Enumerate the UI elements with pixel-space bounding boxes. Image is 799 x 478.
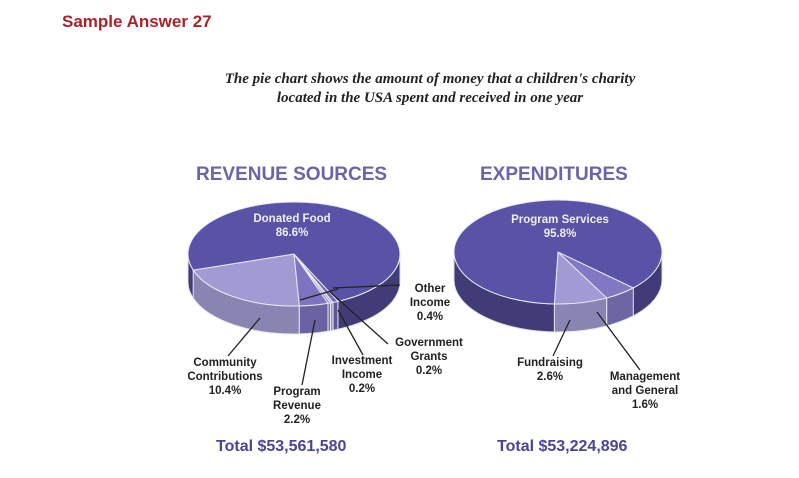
- label-investment-income: Investment Income 0.2%: [331, 355, 393, 395]
- revenue-total: Total $53,561,580: [216, 438, 347, 455]
- leader-management-general: [596, 311, 641, 371]
- expenditures-title: EXPENDITURES: [480, 164, 628, 185]
- label-other-income: Other Income 0.4%: [409, 283, 451, 323]
- pie-slice-donated-food: [187, 201, 401, 302]
- label-community-contributions: Community Contributions 10.4%: [187, 357, 263, 397]
- label-fundraising: Fundraising 2.6%: [517, 357, 583, 383]
- chart-caption: The pie chart shows the amount of money …: [150, 70, 710, 108]
- leader-other-income: [299, 288, 339, 301]
- pie-slice-community-contributions: [192, 253, 300, 307]
- pie-slice-program-services: [453, 199, 663, 305]
- leader-program-revenue: [301, 319, 316, 386]
- pie-side-other-income: [332, 300, 339, 331]
- expenditures-total: Total $53,224,896: [497, 438, 628, 455]
- sample-answer-heading: Sample Answer 27: [62, 12, 212, 31]
- label-government-grants: Government Grants 0.2%: [395, 337, 463, 377]
- leader-investment-income: [337, 309, 364, 356]
- label-management-general: Management and General 1.6%: [609, 371, 681, 411]
- leader-other-income-2: [332, 284, 401, 289]
- revenue-title: REVENUE SOURCES: [196, 164, 388, 185]
- caption-line-1: The pie chart shows the amount of money …: [224, 71, 636, 87]
- caption-line-2: located in the USA spent and received in…: [276, 90, 584, 106]
- label-program-revenue: Program Revenue 2.2%: [273, 386, 321, 426]
- label-donated-food: Donated Food 86.6%: [253, 213, 331, 239]
- leader-community-contributions: [227, 317, 261, 357]
- leader-government-grants: [329, 291, 389, 345]
- label-program-services: Program Services 95.8%: [511, 214, 609, 240]
- leader-fundraising: [552, 319, 571, 357]
